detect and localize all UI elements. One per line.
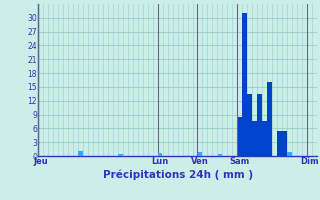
Bar: [267, 82, 272, 156]
Bar: [198, 152, 202, 156]
Bar: [78, 151, 83, 156]
Bar: [247, 94, 252, 156]
Bar: [277, 131, 282, 156]
X-axis label: Précipitations 24h ( mm ): Précipitations 24h ( mm ): [102, 169, 253, 180]
Bar: [252, 121, 257, 156]
Bar: [218, 154, 222, 156]
Bar: [287, 152, 292, 156]
Bar: [257, 94, 262, 156]
Bar: [262, 121, 267, 156]
Bar: [158, 153, 163, 156]
Bar: [237, 117, 242, 156]
Bar: [243, 13, 247, 156]
Bar: [118, 154, 123, 156]
Bar: [282, 131, 287, 156]
